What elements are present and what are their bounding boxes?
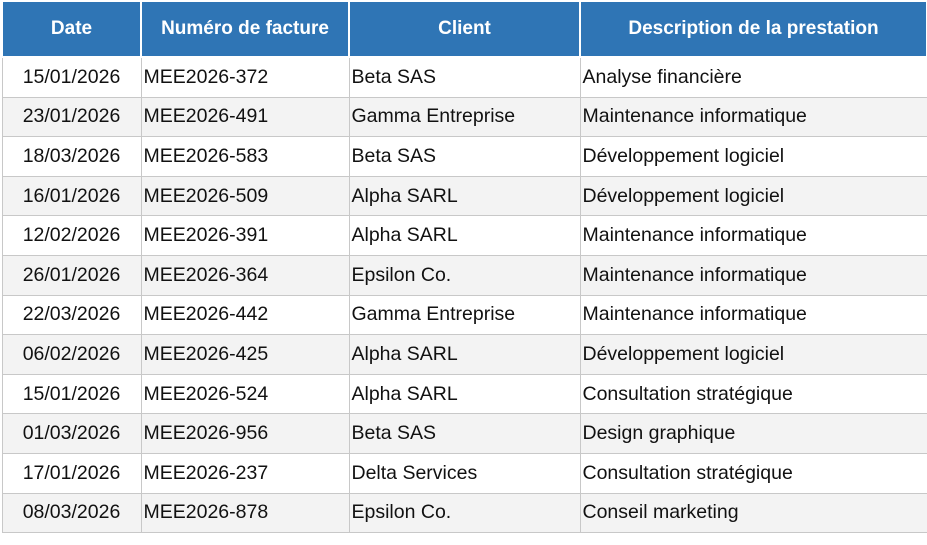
table-cell: Développement logiciel [579, 334, 927, 375]
table-row: 01/03/2026 MEE2026-956 Beta SAS Design grap… [1, 413, 927, 454]
table-cell: Gamma Entreprise [348, 294, 581, 336]
table-cell: Maintenance informatique [579, 215, 927, 256]
header-cell: Description de la prestation [579, 0, 927, 58]
table-row: 18/03/2026 MEE2026-583 Beta SAS Développeme… [1, 136, 927, 177]
table-cell: MEE2026-491 [140, 96, 350, 138]
table-cell: 17/01/2026 [1, 452, 142, 494]
table-cell: MEE2026-442 [140, 294, 350, 336]
table-cell: 15/01/2026 [1, 56, 142, 98]
table-cell: Alpha SARL [348, 334, 581, 375]
table-cell: 15/01/2026 [1, 373, 142, 415]
table-cell: Alpha SARL [348, 215, 581, 256]
table-row: 22/03/2026 MEE2026-442 Gamma Entreprise Mai… [1, 294, 927, 336]
table-cell: 18/03/2026 [1, 136, 142, 177]
table-cell: Conseil marketing [579, 492, 927, 534]
table-cell: Consultation stratégique [579, 373, 927, 415]
table-cell: Design graphique [579, 413, 927, 454]
table-cell: MEE2026-237 [140, 452, 350, 494]
table-row: 26/01/2026 MEE2026-364 Epsilon Co. Maintena… [1, 254, 927, 296]
table-row: 23/01/2026 MEE2026-491 Gamma Entreprise Mai… [1, 96, 927, 138]
table-cell: MEE2026-509 [140, 175, 350, 217]
table-cell: MEE2026-364 [140, 254, 350, 296]
table-cell: Développement logiciel [579, 136, 927, 177]
header-cell: Date [1, 0, 142, 58]
table-row: 17/01/2026 MEE2026-237 Delta Services Consu… [1, 452, 927, 494]
table-cell: 26/01/2026 [1, 254, 142, 296]
table-cell: Analyse financière [579, 56, 927, 98]
table-row: 08/03/2026 MEE2026-878 Epsilon Co. Conseil … [1, 492, 927, 534]
table-cell: Maintenance informatique [579, 96, 927, 138]
table-cell: MEE2026-391 [140, 215, 350, 256]
table-cell: 01/03/2026 [1, 413, 142, 454]
table-cell: 12/02/2026 [1, 215, 142, 256]
table-cell: MEE2026-583 [140, 136, 350, 177]
table-row: 15/01/2026 MEE2026-372 Beta SAS Analyse fin… [1, 56, 927, 98]
table-cell: Alpha SARL [348, 373, 581, 415]
table-cell: Gamma Entreprise [348, 96, 581, 138]
table-cell: 22/03/2026 [1, 294, 142, 336]
table-cell: Beta SAS [348, 413, 581, 454]
table-cell: MEE2026-878 [140, 492, 350, 534]
header-row: Date Numéro de facture Client Description d… [1, 0, 927, 58]
table-cell: Maintenance informatique [579, 254, 927, 296]
table-row: 15/01/2026 MEE2026-524 Alpha SARL Consultat… [1, 373, 927, 415]
table-row: 16/01/2026 MEE2026-509 Alpha SARL Développe… [1, 175, 927, 217]
table-cell: Maintenance informatique [579, 294, 927, 336]
table-cell: Beta SAS [348, 136, 581, 177]
table-cell: Consultation stratégique [579, 452, 927, 494]
table-cell: Epsilon Co. [348, 492, 581, 534]
table-cell: Beta SAS [348, 56, 581, 98]
table-cell: Delta Services [348, 452, 581, 494]
table-cell: MEE2026-372 [140, 56, 350, 98]
table-cell: MEE2026-425 [140, 334, 350, 375]
table-cell: Alpha SARL [348, 175, 581, 217]
table-cell: MEE2026-956 [140, 413, 350, 454]
table-cell: 06/02/2026 [1, 334, 142, 375]
table-cell: MEE2026-524 [140, 373, 350, 415]
table-row: 06/02/2026 MEE2026-425 Alpha SARL Développe… [1, 334, 927, 375]
header-cell: Client [348, 0, 581, 58]
table-cell: 16/01/2026 [1, 175, 142, 217]
table-cell: 23/01/2026 [1, 96, 142, 138]
header-cell: Numéro de facture [140, 0, 350, 58]
table-body: 15/01/2026 MEE2026-372 Beta SAS Analyse fin… [1, 56, 927, 534]
table-cell: Epsilon Co. [348, 254, 581, 296]
table-row: 12/02/2026 MEE2026-391 Alpha SARL Maintenan… [1, 215, 927, 256]
invoice-table: Date Numéro de facture Client Description d… [1, 0, 927, 534]
table-cell: Développement logiciel [579, 175, 927, 217]
table-cell: 08/03/2026 [1, 492, 142, 534]
